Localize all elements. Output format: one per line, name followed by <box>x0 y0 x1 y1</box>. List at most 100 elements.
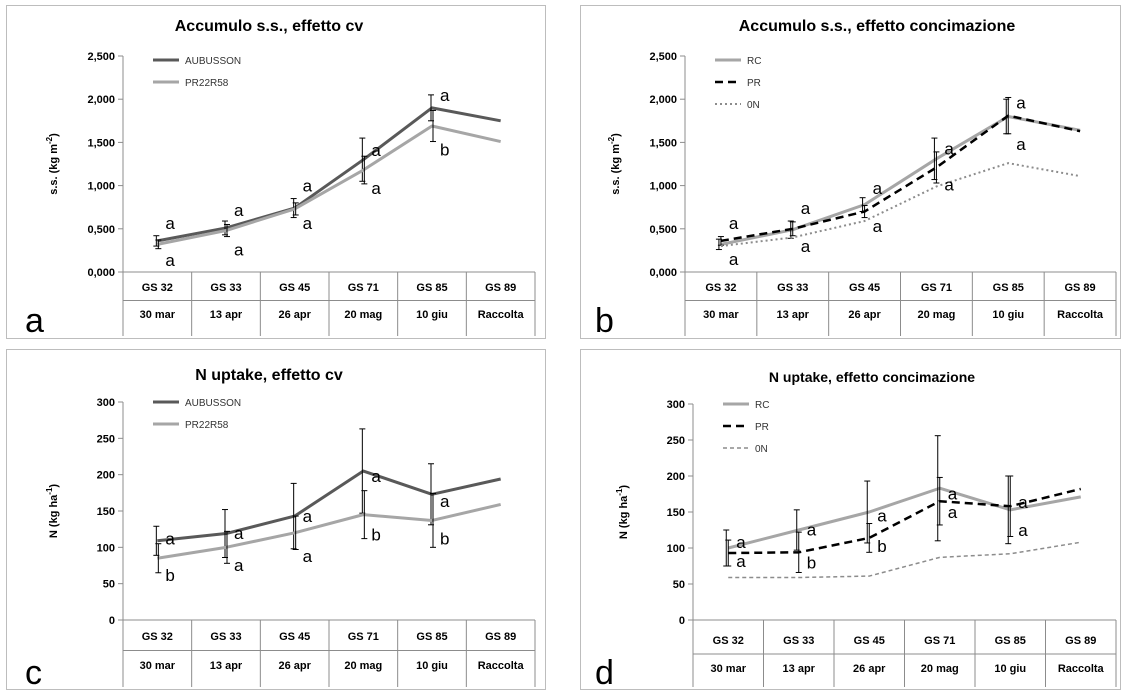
x-category-label: GS 45 <box>849 282 880 294</box>
x-category-date-label: Raccolta <box>1058 663 1105 675</box>
y-tick-label: 0,500 <box>649 224 677 236</box>
y-tick-label: 200 <box>667 471 685 483</box>
significance-label: a <box>165 214 175 233</box>
chart-svg: N uptake, effetto cv N (kg ha-1) 0 50 100 150… <box>25 367 536 691</box>
x-category-label: GS 71 <box>921 282 952 294</box>
y-tick-label: 1,000 <box>649 181 677 193</box>
x-category-date-label: 30 mar <box>140 660 176 672</box>
x-category-label: GS 89 <box>1064 282 1095 294</box>
x-category-label: GS 32 <box>142 282 173 294</box>
x-category-label: GS 45 <box>854 635 885 647</box>
significance-label: b <box>877 537 886 556</box>
y-axis-label: s.s. (kg m-2) <box>45 133 60 195</box>
significance-label: a <box>303 177 313 196</box>
legend-entry: AUBUSSON <box>185 56 241 67</box>
x-category-date-label: 10 giu <box>994 663 1026 675</box>
panel-label: b <box>595 302 614 340</box>
chart-title: N uptake, effetto cv <box>195 367 343 384</box>
significance-label: b <box>440 530 449 549</box>
significance-label: a <box>303 547 313 566</box>
x-category-date-label: 26 apr <box>853 663 886 675</box>
significance-label: a <box>234 201 244 220</box>
panel-label: a <box>25 302 44 340</box>
significance-label: a <box>801 237 811 256</box>
significance-label: a <box>440 86 450 105</box>
y-axis-label: N (kg ha-1) <box>615 485 630 540</box>
panel-label: d <box>595 654 614 691</box>
y-tick-label: 0 <box>109 615 115 627</box>
significance-label: a <box>948 484 958 503</box>
x-category-label: GS 89 <box>485 631 516 643</box>
significance-label: a <box>729 214 739 233</box>
x-category-date-label: 26 apr <box>278 660 311 672</box>
significance-label: a <box>729 250 739 269</box>
legend-entry: AUBUSSON <box>185 398 241 409</box>
y-tick-label: 2,000 <box>649 94 677 106</box>
significance-label: a <box>234 556 244 575</box>
significance-label: a <box>440 492 450 511</box>
y-tick-label: 2,000 <box>87 94 115 106</box>
series-line-0n <box>728 541 1081 579</box>
series-line-pr22r58 <box>157 124 501 246</box>
x-category-label: GS 32 <box>705 282 736 294</box>
significance-label: a <box>371 467 381 486</box>
significance-label: a <box>944 139 954 158</box>
significance-label: a <box>165 530 175 549</box>
x-category-label: GS 71 <box>924 635 955 647</box>
y-tick-label: 50 <box>103 579 115 591</box>
legend-entry: RC <box>747 56 761 67</box>
significance-label: a <box>736 533 746 552</box>
chart-title: Accumulo s.s., effetto cv <box>175 18 364 35</box>
x-category-label: GS 85 <box>416 282 447 294</box>
significance-label: a <box>303 507 313 526</box>
legend-entry: 0N <box>755 444 768 455</box>
chart-panel-b: Accumulo s.s., effetto concimazione s.s. … <box>580 5 1121 340</box>
x-category-date-label: Raccolta <box>478 660 525 672</box>
legend-entry: 0N <box>747 100 760 111</box>
x-category-label: GS 85 <box>416 631 447 643</box>
y-tick-label: 0 <box>679 615 685 627</box>
y-tick-label: 2,500 <box>87 51 115 63</box>
y-tick-label: 300 <box>667 399 685 411</box>
x-category-label: GS 33 <box>210 282 241 294</box>
x-category-label: GS 32 <box>142 631 173 643</box>
significance-label: a <box>234 524 244 543</box>
x-category-date-label: 13 apr <box>783 663 816 675</box>
significance-label: b <box>807 553 816 572</box>
x-category-label: GS 33 <box>777 282 808 294</box>
y-tick-label: 150 <box>667 507 685 519</box>
chart-panel-c: N uptake, effetto cv N (kg ha-1) 0 50 100 150… <box>6 349 546 691</box>
y-tick-label: 50 <box>673 579 685 591</box>
x-category-date-label: 10 giu <box>416 660 448 672</box>
chart-svg: Accumulo s.s., effetto cv s.s. (kg m-2) 0,… <box>25 18 536 340</box>
series-line-rc <box>720 114 1081 246</box>
series-line-aubusson <box>157 469 501 543</box>
significance-label: a <box>234 241 244 260</box>
x-category-date-label: 20 mag <box>344 309 382 321</box>
chart-svg: Accumulo s.s., effetto concimazione s.s. … <box>595 18 1117 340</box>
series-line-pr <box>728 487 1082 555</box>
x-category-date-label: 10 giu <box>416 309 448 321</box>
y-tick-label: 100 <box>97 542 115 554</box>
x-category-date-label: 13 apr <box>777 309 810 321</box>
x-category-label: GS 71 <box>348 282 379 294</box>
y-tick-label: 300 <box>97 397 115 409</box>
significance-label: a <box>371 141 381 160</box>
x-category-date-label: 13 apr <box>210 309 243 321</box>
y-tick-label: 250 <box>667 435 685 447</box>
y-tick-label: 150 <box>97 506 115 518</box>
y-tick-label: 200 <box>97 470 115 482</box>
y-tick-label: 0,000 <box>649 267 677 279</box>
chart-title: N uptake, effetto concimazione <box>769 369 975 385</box>
y-tick-label: 2,500 <box>649 51 677 63</box>
x-category-date-label: 30 mar <box>711 663 747 675</box>
y-axis-label: N (kg ha-1) <box>45 484 60 539</box>
significance-label: a <box>1016 94 1026 113</box>
y-axis-label: s.s. (kg m-2) <box>607 133 622 195</box>
legend-entry: PR22R58 <box>185 420 229 431</box>
legend-entry: PR <box>747 78 761 89</box>
significance-label: a <box>371 179 381 198</box>
significance-label: b <box>371 525 380 544</box>
x-category-date-label: 13 apr <box>210 660 243 672</box>
x-category-label: GS 85 <box>995 635 1026 647</box>
